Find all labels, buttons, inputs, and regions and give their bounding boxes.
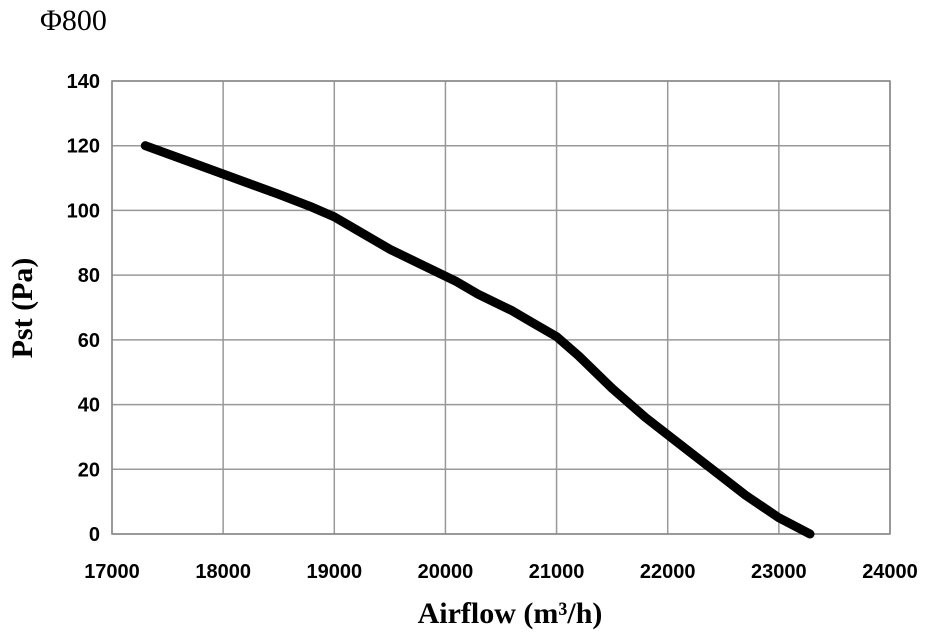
- x-axis-tick-labels: 17000 18000 19000 20000 21000 22000 23000 24000: [84, 561, 918, 583]
- x-tick-label: 19000: [306, 561, 362, 583]
- x-tick-label: 17000: [84, 561, 140, 583]
- x-tick-label: 18000: [195, 561, 251, 583]
- x-tick-label: 23000: [751, 561, 807, 583]
- y-tick-label: 60: [78, 330, 100, 352]
- chart-title: Φ800: [40, 4, 107, 37]
- y-axis-title: Pst (Pa): [6, 258, 39, 359]
- y-tick-label: 40: [78, 395, 100, 417]
- airflow-pressure-curve: [140, 141, 815, 539]
- grid: [111, 80, 891, 535]
- y-tick-label: 100: [67, 200, 100, 222]
- y-tick-label: 20: [78, 459, 100, 481]
- y-axis-tick-labels: 0 20 40 60 80 100 120 140: [67, 71, 100, 546]
- y-tick-label: 0: [89, 524, 100, 546]
- x-tick-label: 22000: [640, 561, 696, 583]
- y-tick-label: 120: [67, 136, 100, 158]
- x-tick-label: 21000: [529, 561, 585, 583]
- y-tick-label: 140: [67, 71, 100, 93]
- plot-area-frame: [111, 80, 891, 535]
- x-tick-label: 24000: [862, 561, 918, 583]
- x-axis-title: Airflow (m³/h): [418, 597, 603, 630]
- x-tick-label: 20000: [418, 561, 474, 583]
- y-tick-label: 80: [78, 265, 100, 287]
